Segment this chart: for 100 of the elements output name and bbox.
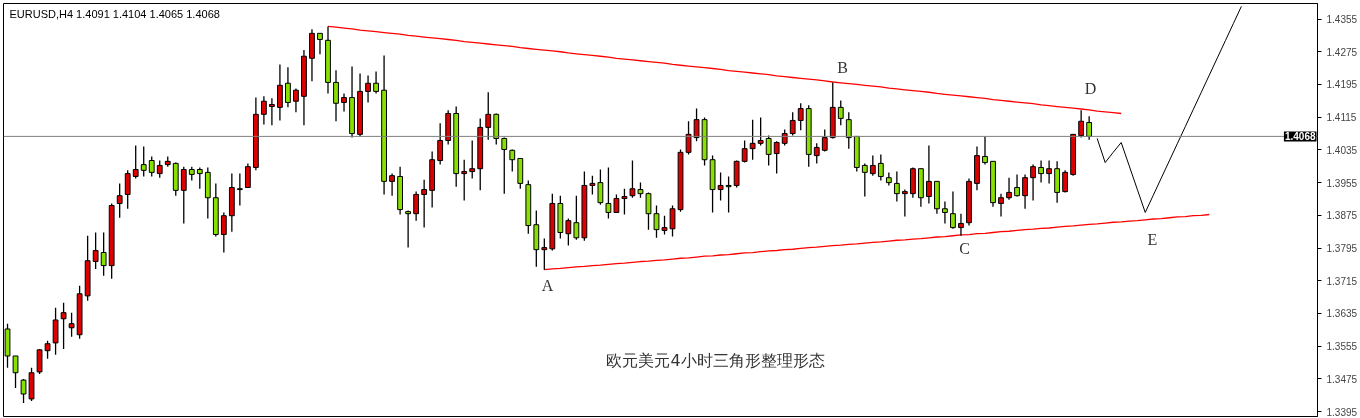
candlestick	[901, 188, 908, 218]
candlestick	[893, 170, 900, 203]
candlestick	[685, 120, 692, 156]
candlestick	[92, 231, 99, 270]
y-tick-label: 1.4035	[1326, 144, 1358, 156]
candlestick	[509, 148, 516, 173]
candlestick	[244, 162, 251, 189]
y-tick-label: 1.3715	[1326, 275, 1358, 287]
candlestick	[1006, 177, 1012, 201]
y-tick-label: 1.3475	[1326, 373, 1358, 385]
candlestick	[797, 102, 804, 131]
candlestick	[469, 139, 476, 180]
candlestick	[132, 144, 139, 180]
candlestick	[621, 188, 628, 216]
candlestick	[461, 159, 468, 202]
candlestick	[573, 195, 580, 241]
candlestick	[333, 69, 339, 122]
annotation: A	[541, 277, 554, 294]
candlestick	[821, 128, 828, 153]
candlestick	[717, 171, 724, 202]
candlestick	[926, 144, 932, 205]
candlestick	[269, 97, 275, 127]
candlestick	[958, 213, 964, 237]
candlestick	[789, 111, 796, 137]
candlestick	[180, 166, 187, 225]
candlestick	[1046, 159, 1052, 185]
candlestick	[68, 311, 75, 338]
candlestick	[341, 92, 347, 113]
y-tick-label: 1.4115	[1326, 112, 1357, 124]
candlestick	[861, 162, 868, 198]
y-tick-label: 1.3635	[1326, 308, 1358, 320]
candlestick	[260, 95, 267, 126]
line-series	[1096, 5, 1242, 213]
candlestick	[124, 169, 131, 210]
y-tick-label: 1.3555	[1326, 341, 1358, 353]
line-series	[327, 25, 1122, 115]
candlestick	[982, 135, 988, 166]
candlestick	[196, 166, 203, 190]
candlestick	[100, 231, 107, 277]
candlestick	[485, 91, 492, 141]
candlestick	[605, 166, 612, 220]
candlestick	[52, 307, 59, 356]
candlestick	[813, 142, 820, 165]
candlestick	[749, 118, 756, 161]
candlestick	[765, 134, 772, 167]
annotation: B	[837, 59, 848, 76]
y-tick-label: 1.4355	[1326, 14, 1358, 26]
candlestick	[845, 111, 852, 150]
y-tick-label: 1.4195	[1326, 79, 1358, 91]
candlestick	[365, 74, 371, 104]
candlestick	[565, 217, 572, 247]
candlestick	[773, 140, 780, 175]
candlestick	[140, 145, 147, 178]
line-series	[543, 213, 1210, 271]
annotation: 欧元美元4小时三角形整理形态	[606, 351, 825, 370]
candlestick	[1014, 173, 1020, 198]
y-tick-label: 1.3955	[1326, 177, 1358, 189]
candlestick	[36, 348, 43, 375]
candlestick	[12, 355, 19, 389]
ref-line-label: 1.4068	[1284, 131, 1316, 143]
candlestick	[942, 200, 948, 225]
candlestick	[413, 190, 420, 222]
y-tick-label: 1.4275	[1326, 46, 1358, 58]
candlestick	[148, 155, 155, 178]
candlestick	[1038, 159, 1044, 184]
y-tick-label: 1.3795	[1326, 243, 1358, 255]
candlestick	[757, 116, 764, 147]
candlestick	[285, 66, 291, 109]
candlestick	[877, 153, 884, 182]
candlestick	[950, 190, 956, 230]
candlestick	[501, 136, 508, 195]
candlestick	[421, 179, 428, 229]
annotation: E	[1147, 231, 1158, 248]
candlestick	[437, 122, 444, 166]
candlestick	[293, 87, 299, 113]
y-tick-label: 1.3875	[1326, 210, 1358, 222]
candlestick	[60, 302, 67, 350]
candlestick	[1054, 160, 1061, 204]
candlestick	[541, 237, 548, 271]
candlestick	[317, 32, 323, 55]
candlestick	[741, 139, 748, 164]
candlestick	[405, 209, 412, 249]
annotation: D	[1084, 80, 1097, 97]
y-tick-label: 1.3395	[1326, 406, 1358, 418]
candlestick	[837, 99, 844, 127]
candlestick	[645, 191, 652, 231]
candlestick	[693, 107, 700, 142]
candlestick	[725, 175, 732, 214]
candlestick	[1030, 163, 1036, 202]
candlestick	[373, 70, 379, 95]
chart-title: EURUSD,H4 1.4091 1.4104 1.4065 1.4068	[9, 7, 220, 20]
candlestick	[597, 168, 604, 206]
candlestick	[236, 172, 243, 207]
candlestick	[589, 175, 596, 196]
candlestick	[116, 182, 123, 219]
candlestick	[1086, 115, 1093, 141]
annotation: C	[959, 240, 970, 257]
candlestick	[220, 211, 227, 254]
candlestick	[1022, 173, 1028, 210]
candlestick	[389, 172, 395, 197]
